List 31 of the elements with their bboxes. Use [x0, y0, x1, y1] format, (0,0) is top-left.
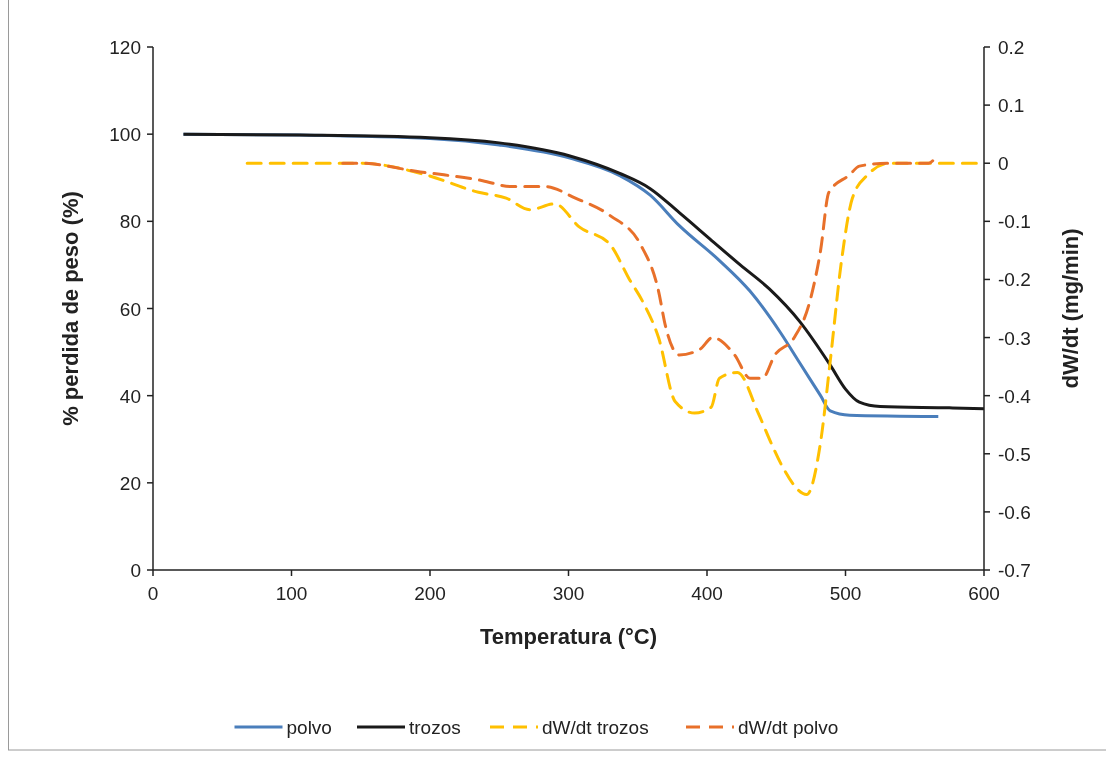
y-tick-label: 100	[109, 124, 141, 146]
y2-tick-label: 0.1	[998, 95, 1025, 117]
x-tick-label: 500	[829, 583, 862, 604]
x-tick-label: 400	[691, 583, 723, 604]
legend-label: dW/dt trozos	[542, 717, 649, 738]
y-tick-label: 120	[109, 37, 141, 58]
x-axis-title: Temperatura (°C)	[479, 624, 658, 649]
y-axis-title: % perdida de peso (%)	[58, 191, 83, 426]
y2-tick-label: -0.4	[998, 385, 1032, 407]
y2-axis-title: dW/dt (mg/min)	[1058, 228, 1083, 389]
x-tick-label: 600	[968, 583, 1000, 604]
y2-tick-label: 0.2	[998, 37, 1025, 58]
legend-label: dW/dt polvo	[738, 717, 839, 738]
y2-tick-label: -0.7	[998, 560, 1031, 581]
legend-label: trozos	[409, 717, 461, 738]
legend-label: polvo	[286, 717, 332, 738]
x-tick-label: 0	[147, 583, 159, 604]
y-tick-label: 40	[119, 385, 141, 407]
y2-tick-label: -0.5	[998, 443, 1031, 465]
x-tick-label: 200	[414, 583, 446, 604]
x-tick-label: 300	[552, 583, 585, 604]
y2-tick-label: -0.6	[998, 501, 1031, 523]
y-tick-label: 0	[130, 560, 141, 581]
y-tick-label: 60	[119, 298, 141, 320]
y-tick-label: 20	[119, 472, 141, 494]
y2-tick-label: -0.2	[998, 269, 1031, 291]
y2-tick-label: 0	[998, 153, 1009, 175]
x-tick-label: 100	[275, 583, 308, 604]
y2-tick-label: -0.1	[998, 211, 1031, 233]
y2-tick-label: -0.3	[998, 327, 1031, 349]
y-tick-label: 80	[119, 211, 141, 233]
